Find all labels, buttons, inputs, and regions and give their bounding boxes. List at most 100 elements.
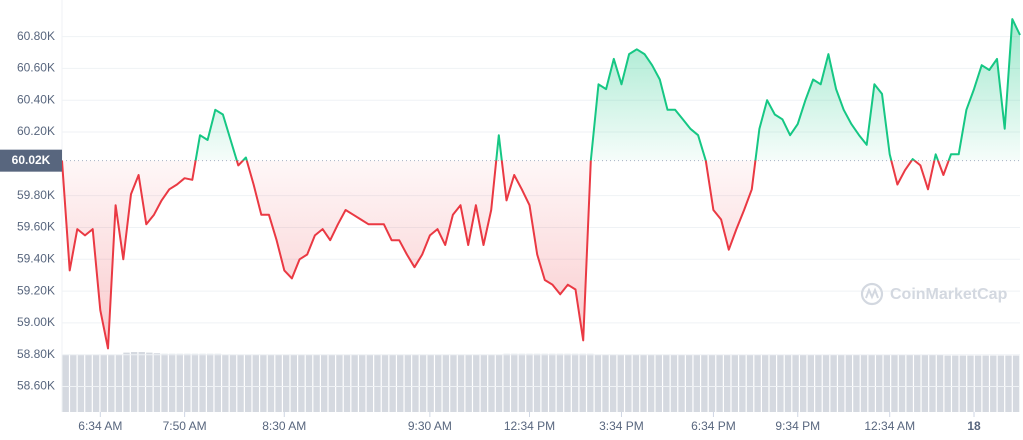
volume-bar: [853, 355, 860, 412]
volume-bar: [556, 353, 564, 412]
volume-bar: [564, 353, 571, 412]
volume-bar: [800, 355, 807, 412]
volume-bar: [115, 354, 123, 412]
watermark-logo: [860, 282, 884, 306]
volume-bar: [777, 355, 784, 412]
volume-bar: [328, 354, 336, 412]
y-tick-label: 58.60K: [17, 379, 55, 393]
volume-bar: [876, 355, 883, 412]
y-tick-label: 59.80K: [17, 188, 55, 202]
volume-bar: [199, 353, 206, 412]
volume-bar: [450, 354, 457, 412]
y-tick-label: 59.60K: [17, 220, 55, 234]
volume-bar: [138, 352, 145, 412]
volume-bar: [1012, 355, 1020, 412]
price-line: [61, 18, 1021, 350]
y-tick-label: 59.40K: [17, 251, 55, 265]
volume-bar: [617, 354, 624, 412]
volume-bar: [404, 354, 412, 412]
x-tick-label: 12:34 PM: [504, 419, 555, 433]
volume-bar: [298, 354, 305, 412]
volume-bar: [708, 355, 716, 412]
watermark-text: CoinMarketCap: [890, 286, 1008, 303]
volume-bars: [62, 352, 1020, 412]
volume-bar: [351, 354, 358, 412]
volume-bar: [503, 353, 510, 412]
volume-bar: [214, 353, 221, 412]
volume-bar: [381, 354, 389, 412]
volume-bar: [62, 354, 69, 412]
volume-bar: [442, 354, 450, 412]
volume-bar: [990, 355, 997, 412]
volume-bar: [906, 355, 913, 412]
volume-bar: [997, 355, 1005, 412]
x-tick-label: 18: [967, 419, 981, 433]
watermark: CoinMarketCap: [860, 282, 1008, 306]
volume-bar: [655, 354, 662, 412]
volume-bar: [807, 355, 815, 412]
volume-bar: [267, 354, 275, 412]
volume-bar: [587, 353, 594, 412]
volume-bar: [176, 353, 183, 412]
volume-bar: [130, 352, 138, 412]
volume-bar: [123, 352, 130, 412]
volume-bar: [739, 355, 746, 412]
y-tick-label: 58.80K: [17, 347, 55, 361]
volume-bar: [716, 355, 723, 412]
volume-bar: [670, 355, 678, 412]
volume-bar: [282, 354, 290, 412]
volume-bar: [746, 355, 754, 412]
volume-bar: [343, 354, 351, 412]
volume-bar: [784, 355, 792, 412]
y-tick-label: 60.60K: [17, 61, 55, 75]
volume-bar: [153, 353, 161, 412]
volume-bar: [222, 354, 229, 412]
volume-bar: [693, 355, 700, 412]
x-tick-label: 8:30 AM: [262, 419, 306, 433]
volume-bar: [526, 353, 533, 412]
volume-bar: [389, 354, 396, 412]
volume-bar: [70, 354, 77, 412]
volume-bar: [108, 354, 115, 412]
volume-bar: [480, 354, 488, 412]
volume-bar: [229, 354, 237, 412]
x-tick-label: 9:30 AM: [408, 419, 452, 433]
volume-bar: [161, 353, 168, 412]
volume-bar: [754, 355, 761, 412]
volume-bar: [359, 354, 366, 412]
volume-bar: [374, 354, 381, 412]
volume-bar: [921, 355, 929, 412]
price-area: [62, 19, 1020, 349]
volume-bar: [860, 355, 868, 412]
volume-bar: [419, 354, 427, 412]
volume-bar: [533, 353, 541, 412]
volume-bar: [967, 355, 974, 412]
volume-bar: [290, 354, 297, 412]
x-tick-label: 3:34 PM: [599, 419, 644, 433]
volume-bar: [929, 355, 936, 412]
volume-bar: [815, 355, 822, 412]
volume-bar: [457, 354, 465, 412]
volume-bar: [685, 355, 693, 412]
volume-bar: [1005, 355, 1012, 412]
volume-bar: [982, 355, 989, 412]
volume-bar: [701, 355, 708, 412]
volume-bar: [883, 355, 891, 412]
volume-bar: [313, 354, 320, 412]
volume-bar: [761, 355, 769, 412]
volume-bar: [914, 355, 921, 412]
volume-bar: [898, 355, 906, 412]
volume-bar: [321, 354, 328, 412]
y-tick-label: 59.00K: [17, 315, 55, 329]
volume-bar: [594, 354, 602, 412]
volume-bar: [845, 355, 853, 412]
volume-bar: [663, 354, 670, 412]
volume-bar: [260, 354, 267, 412]
volume-bar: [92, 354, 100, 412]
volume-bar: [366, 354, 374, 412]
volume-bar: [206, 353, 214, 412]
baseline-label: 60.02K: [12, 153, 51, 167]
y-tick-label: 60.20K: [17, 124, 55, 138]
volume-bar: [974, 355, 982, 412]
